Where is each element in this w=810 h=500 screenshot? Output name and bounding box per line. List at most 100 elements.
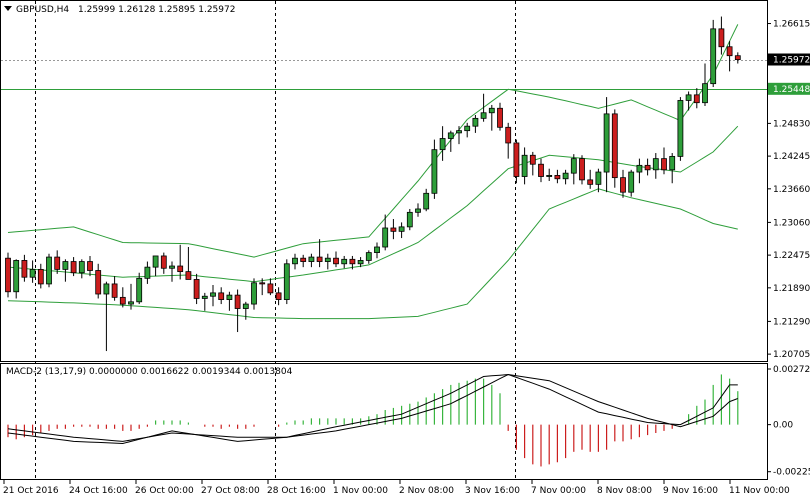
candle-body-bull [472,117,479,127]
candle-body-bear [529,154,536,165]
candle-body-bull [144,266,151,279]
candle-body-bull [365,252,372,261]
candle [242,301,249,320]
candle-body-bull [152,255,159,268]
candle [324,253,331,270]
candlesticks [5,16,741,352]
candle [439,126,446,161]
candle [652,153,659,179]
candle-body-bull [521,154,528,177]
macd-signal-line [7,373,738,442]
candle [70,257,77,277]
candle-body-bull [169,265,175,269]
price-tick-label: 1.21890 [773,284,810,294]
candle [234,289,241,333]
candle [464,122,471,138]
candle-body-bull [29,268,36,278]
candle-body-bull [251,282,257,305]
candle [128,283,134,310]
candle-body-bull [324,257,331,262]
candle [538,158,544,183]
candle-body-bear [267,283,274,294]
candle [554,169,561,184]
candle [54,250,61,274]
current-price-box [768,53,810,66]
candle [702,63,708,107]
candle-body-bear [538,163,544,177]
candle [480,93,487,122]
candle-body-bull [628,171,635,193]
price-tick-label: 1.26615 [773,20,810,30]
candle-body-bull [242,303,249,309]
candle-body-bear [734,55,741,61]
candle-body-bear [259,282,266,285]
macd-tick-label: 0.002727 [773,365,810,375]
candle [398,222,405,239]
candle [365,250,372,264]
candle-body-bull [447,132,454,139]
time-tick-label: 3 Nov 16:00 [465,486,520,496]
candle-body-bull [374,246,380,254]
hline-price-box [768,82,810,95]
time-tick-label: 11 Nov 00:00 [729,486,790,496]
price-tick-label: 1.24245 [773,152,810,162]
candle-body-bull [78,261,85,274]
candle [259,278,266,296]
candle-body-bear [513,142,520,177]
bollinger-lower [7,188,738,320]
time-tick-label: 27 Oct 08:00 [201,486,260,496]
macd-tick-label: -0.002251 [773,468,810,478]
candle-body-bear [611,113,618,179]
candle-body-bull [382,227,389,248]
candle [37,263,44,289]
dropdown-arrow-icon[interactable] [4,6,12,11]
time-tick-label: 28 Oct 16:00 [267,486,326,496]
time-tick-label: 24 Oct 16:00 [69,486,128,496]
candle-body-bull [62,261,69,270]
price-tick-label: 1.25972 [773,56,810,66]
candle-body-bear [54,256,61,270]
candle-body-bear [587,179,594,185]
candle-body-bull [308,256,315,262]
candle [423,188,430,212]
candle-body-bear [21,260,28,278]
candle [570,154,577,185]
candle [177,244,184,280]
candle [546,168,553,181]
candle [300,254,307,268]
candle [251,278,257,310]
candle [472,114,479,133]
time-tick-label: 1 Nov 00:00 [333,486,388,496]
macd-tick-label: 0.00 [773,421,793,431]
candle-body-bull [603,113,610,173]
time-axis: 21 Oct 2016 24 Oct 16:00 26 Oct 00:00 27 Oc… [3,480,790,496]
candle-body-bear [111,283,118,298]
candle [661,147,667,175]
candle-body-bull [13,260,20,293]
candle-body-bear [644,164,651,171]
candle [308,253,315,268]
candle-body-bear [5,257,11,293]
candle-body-bear [620,177,626,193]
price-tick-label: 1.21290 [773,317,810,327]
candle-body-bull [423,192,430,210]
candle [447,130,454,152]
bollinger-middle [7,125,739,283]
candle-body-bull [488,107,495,114]
candle-body-bull [595,171,602,185]
candle-body-bear [160,255,167,269]
candle-body-bear [119,296,126,305]
price-tick-label: 1.23060 [773,218,810,228]
candle [677,97,684,161]
candle [693,88,700,109]
candle-body-bull [570,158,577,174]
candle [710,19,717,88]
candle [46,253,52,288]
horizontal-line[interactable] [1,60,767,90]
candle [292,253,298,270]
candle [726,41,733,72]
candle-body-bear [234,294,241,309]
candle [13,259,20,299]
candle-body-bull [226,294,233,300]
